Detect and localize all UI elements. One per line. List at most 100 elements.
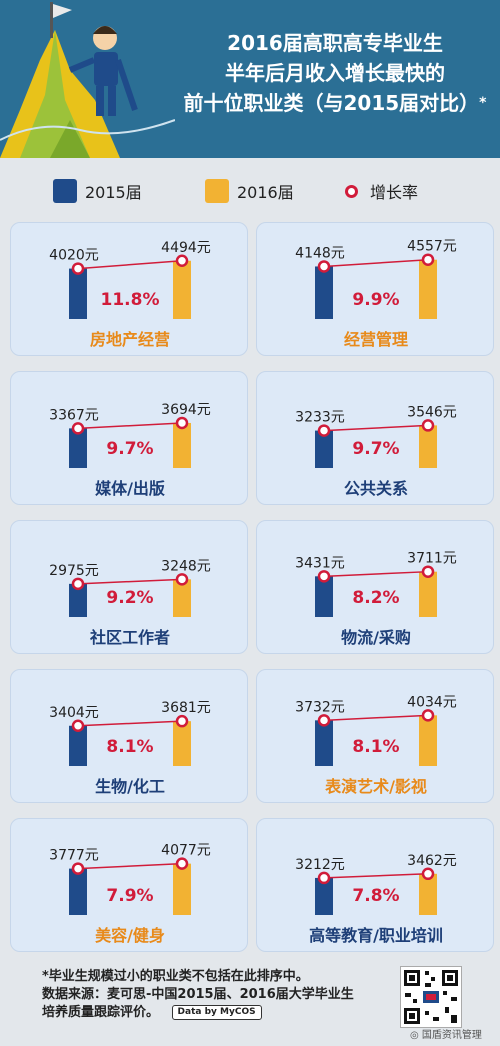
value-label-2015: 2975元 <box>49 563 99 579</box>
chart-panel: 3732元 4034元 8.1% 表演艺术/影视 <box>256 669 494 803</box>
value-label-2015: 3404元 <box>49 705 99 721</box>
chart-panel-svg: 3431元 3711元 8.2% 物流/采购 <box>295 551 457 647</box>
header-banner: 2016届高职高专毕业生 半年后月收入增长最快的 前十位职业类（与2015届对比… <box>0 0 500 158</box>
value-label-2015: 4148元 <box>295 245 345 261</box>
bar-2015 <box>69 428 87 468</box>
bar-2015 <box>315 576 333 617</box>
growth-line <box>77 422 183 430</box>
value-label-2015: 3431元 <box>295 555 345 571</box>
point-2015 <box>317 871 331 885</box>
category-label: 媒体/出版 <box>95 479 165 498</box>
category-label: 生物/化工 <box>95 777 165 796</box>
point-2016 <box>421 709 435 722</box>
bar-2016 <box>419 425 437 468</box>
growth-rate-label: 8.1% <box>106 737 153 757</box>
value-label-2016: 4494元 <box>161 240 211 256</box>
chart-panel: 3367元 3694元 9.7% 媒体/出版 <box>10 371 248 505</box>
bar-2016 <box>173 721 191 766</box>
growth-rate-label: 9.7% <box>352 439 399 459</box>
growth-rate-label: 7.8% <box>352 886 399 906</box>
bar-2016 <box>419 873 437 915</box>
growth-rate-label: 8.2% <box>352 588 399 608</box>
point-2015 <box>71 577 85 591</box>
point-2015 <box>71 422 85 435</box>
value-label-2015: 3732元 <box>295 699 345 715</box>
title-line-3-text: 前十位职业类（与2015届对比） <box>183 91 480 115</box>
point-2016 <box>421 565 435 578</box>
point-2015 <box>71 262 85 275</box>
bar-2016 <box>173 260 191 319</box>
point-2015 <box>71 862 85 875</box>
qr-caption-text: 国盾资讯管理 <box>421 1030 482 1041</box>
value-label-2016: 3546元 <box>407 404 457 420</box>
point-2016 <box>421 867 435 881</box>
chart-panel-svg: 4148元 4557元 9.9% 经营管理 <box>295 239 457 349</box>
growth-line <box>77 720 183 727</box>
value-label-2016: 4077元 <box>161 843 211 859</box>
value-label-2016: 4034元 <box>407 694 457 710</box>
point-2015 <box>317 424 331 437</box>
category-label: 美容/健身 <box>95 926 165 945</box>
growth-line <box>323 714 429 722</box>
growth-rate-label: 8.1% <box>352 737 399 757</box>
legend-label-2016: 2016届 <box>237 183 294 202</box>
chart-panel-svg: 4020元 4494元 11.8% 房地产经营 <box>49 240 211 349</box>
bar-2015 <box>315 720 333 766</box>
chart-panel: 3404元 3681元 8.1% 生物/化工 <box>10 669 248 803</box>
category-label: 公共关系 <box>344 479 408 498</box>
value-label-2015: 3777元 <box>49 848 99 864</box>
chart-panel-svg: 3777元 4077元 7.9% 美容/健身 <box>49 843 211 945</box>
page-title: 2016届高职高专毕业生 半年后月收入增长最快的 前十位职业类（与2015届对比… <box>175 28 495 118</box>
bar-2015 <box>69 268 87 319</box>
point-2016 <box>175 857 189 870</box>
qr-caption: ◎ 国盾资讯管理 <box>410 1026 482 1041</box>
chart-panel-svg: 3367元 3694元 9.7% 媒体/出版 <box>49 402 211 498</box>
point-2016 <box>175 416 189 430</box>
point-2016 <box>175 573 189 586</box>
wechat-icon: ◎ <box>410 1030 419 1041</box>
legend-item-2015: 2015届 <box>53 176 142 206</box>
value-label-2016: 3694元 <box>161 402 211 418</box>
bar-2015 <box>69 868 87 915</box>
value-label-2016: 3248元 <box>161 558 211 574</box>
value-label-2015: 3233元 <box>295 410 345 426</box>
point-2016 <box>421 253 435 266</box>
legend-label-rate: 增长率 <box>370 183 419 202</box>
bar-2015 <box>69 725 87 766</box>
bar-2016 <box>419 715 437 766</box>
growth-line <box>323 258 429 268</box>
chart-panel: 3212元 3462元 7.8% 高等教育/职业培训 <box>256 818 494 952</box>
value-label-2016: 3462元 <box>407 853 457 869</box>
category-label: 物流/采购 <box>341 628 411 647</box>
footer-note: *毕业生规模过小的职业类不包括在此排序中。 数据来源：麦可思-中国2015届、2… <box>42 968 392 1022</box>
bar-2016 <box>173 579 191 617</box>
title-star: * <box>479 95 487 111</box>
category-label: 高等教育/职业培训 <box>309 926 443 945</box>
footer-note-line-2: 数据来源：麦可思-中国2015届、2016届大学毕业生 <box>42 987 354 1002</box>
title-line-1: 2016届高职高专毕业生 <box>227 31 443 55</box>
title-line-2: 半年后月收入增长最快的 <box>225 61 445 85</box>
category-label: 社区工作者 <box>89 628 170 647</box>
footer-note-line-3: 培养质量跟踪评价。 Data by MyCOS <box>42 1004 392 1022</box>
chart-panel-svg: 3233元 3546元 9.7% 公共关系 <box>295 404 457 498</box>
bar-2016 <box>173 863 191 915</box>
chart-panel: 4148元 4557元 9.9% 经营管理 <box>256 222 494 356</box>
growth-line <box>77 862 183 870</box>
footer-note-line-1: *毕业生规模过小的职业类不包括在此排序中。 <box>42 969 309 984</box>
bar-2015 <box>315 877 333 915</box>
point-2015 <box>317 714 331 727</box>
growth-rate-label: 7.9% <box>106 886 153 906</box>
mountain-illustration <box>0 2 175 158</box>
category-label: 表演艺术/影视 <box>324 777 427 796</box>
legend-item-rate: 增长率 <box>345 176 418 206</box>
qr-code-pattern <box>404 970 458 1024</box>
qr-code <box>400 966 462 1028</box>
value-label-2015: 4020元 <box>49 248 99 264</box>
point-2015 <box>71 719 85 733</box>
data-source-badge: Data by MyCOS <box>171 1005 262 1020</box>
footer-note-line-3-text: 培养质量跟踪评价。 <box>42 1005 160 1020</box>
chart-panel: 3431元 3711元 8.2% 物流/采购 <box>256 520 494 654</box>
category-label: 经营管理 <box>344 330 408 349</box>
growth-line <box>323 570 429 578</box>
growth-line <box>77 260 183 270</box>
